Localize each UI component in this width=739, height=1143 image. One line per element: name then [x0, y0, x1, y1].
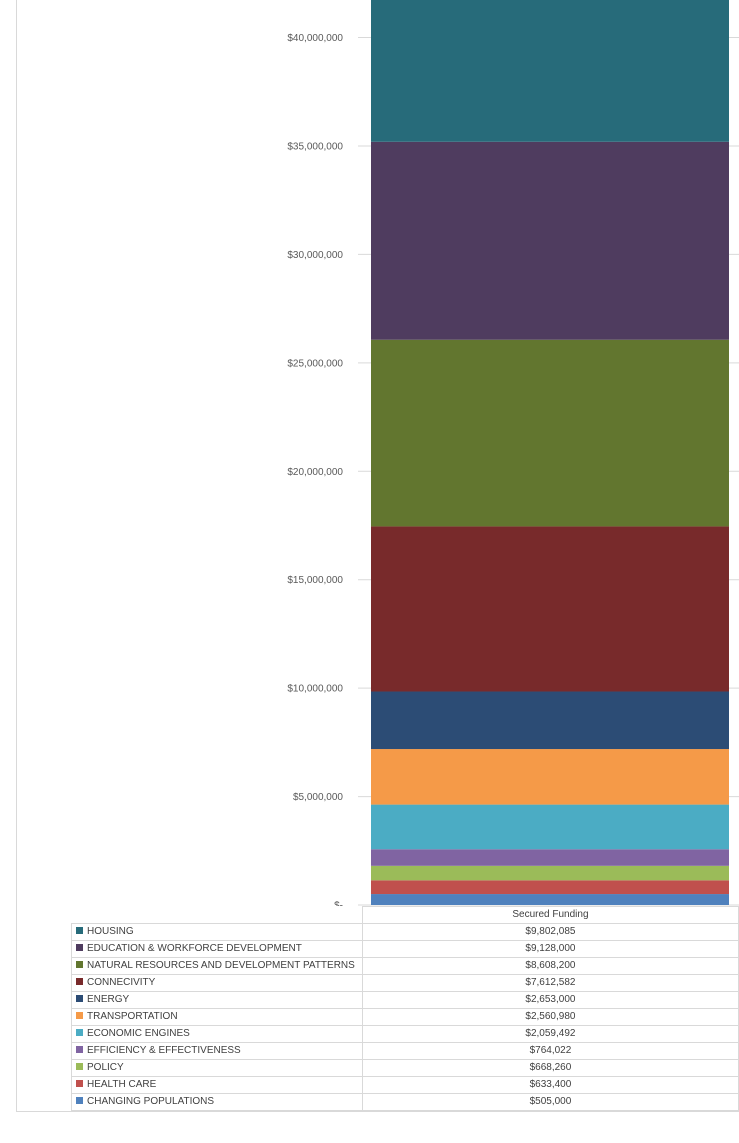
series-value: $764,022: [361, 1042, 739, 1060]
legend-swatch: [76, 1063, 83, 1070]
data-table-row: ENERGY $2,653,000: [71, 991, 739, 1009]
data-table-row: EDUCATION & WORKFORCE DEVELOPMENT $9,128,…: [71, 940, 739, 958]
chart-frame: [16, 0, 739, 1112]
series-name: CONNECIVITY: [71, 974, 363, 992]
series-value: $668,260: [361, 1059, 739, 1077]
legend-swatch: [76, 1080, 83, 1087]
series-label: NATURAL RESOURCES AND DEVELOPMENT PATTER…: [87, 960, 355, 971]
series-name: HOUSING: [71, 923, 363, 941]
series-label: EFFICIENCY & EFFECTIVENESS: [87, 1045, 241, 1056]
series-label: CHANGING POPULATIONS: [87, 1096, 215, 1107]
bar-segment: [371, 894, 729, 905]
series-name: EDUCATION & WORKFORCE DEVELOPMENT: [71, 940, 363, 958]
series-name: ECONOMIC ENGINES: [71, 1025, 363, 1043]
series-value: $7,612,582: [361, 974, 739, 992]
bar-segment: [371, 880, 729, 895]
series-name: CHANGING POPULATIONS: [71, 1093, 363, 1111]
y-axis-tick-labels: $- $5,000,000 $10,000,000 $15,000,000 $20,00…: [287, 33, 343, 906]
series-label: TRANSPORTATION: [87, 1011, 178, 1022]
data-table-row: HOUSING $9,802,085: [71, 923, 739, 941]
bar-segment: [371, 865, 729, 881]
legend-swatch: [76, 1029, 83, 1036]
data-table-row: NATURAL RESOURCES AND DEVELOPMENT PATTER…: [71, 957, 739, 975]
y-tick-label: $5,000,000: [293, 792, 343, 803]
y-tick-label: $25,000,000: [287, 358, 343, 369]
series-label: HEALTH CARE: [87, 1079, 157, 1090]
series-name: NATURAL RESOURCES AND DEVELOPMENT PATTER…: [71, 957, 363, 975]
data-table-row: ECONOMIC ENGINES $2,059,492: [71, 1025, 739, 1043]
series-value: $2,059,492: [361, 1025, 739, 1043]
series-name: TRANSPORTATION: [71, 1008, 363, 1026]
stacked-bar-chart: $- $5,000,000 $10,000,000 $15,000,000 $20,00…: [287, 0, 739, 906]
bar-segments: [371, 0, 729, 905]
legend-swatch: [76, 927, 83, 934]
data-table-row: HEALTH CARE $633,400: [71, 1076, 739, 1094]
bar-segment: [371, 804, 729, 850]
series-name: EFFICIENCY & EFFECTIVENESS: [71, 1042, 363, 1060]
series-value: $633,400: [361, 1076, 739, 1094]
bar-segment: [371, 141, 729, 340]
bar-segment: [371, 526, 729, 692]
bar-segment: [371, 0, 729, 142]
data-table-row: TRANSPORTATION $2,560,980: [71, 1008, 739, 1026]
series-label: EDUCATION & WORKFORCE DEVELOPMENT: [87, 943, 302, 954]
series-value: $2,653,000: [361, 991, 739, 1009]
bar-segment: [371, 849, 729, 866]
y-tick-label: $15,000,000: [287, 575, 343, 586]
series-value: $8,608,200: [361, 957, 739, 975]
legend-swatch: [76, 961, 83, 968]
data-table-header-row: Secured Funding: [72, 906, 739, 924]
data-table-row: CHANGING POPULATIONS $505,000: [71, 1093, 739, 1111]
bar-segment: [371, 339, 729, 527]
data-table-row: EFFICIENCY & EFFECTIVENESS $764,022: [71, 1042, 739, 1060]
data-table-row: CONNECIVITY $7,612,582: [71, 974, 739, 992]
series-name: ENERGY: [71, 991, 363, 1009]
series-name: HEALTH CARE: [71, 1076, 363, 1094]
legend-swatch: [76, 1097, 83, 1104]
data-table-row: POLICY $668,260: [71, 1059, 739, 1077]
series-value: $9,802,085: [361, 923, 739, 941]
series-value: $505,000: [361, 1093, 739, 1111]
series-label: POLICY: [87, 1062, 124, 1073]
legend-swatch: [76, 978, 83, 985]
category-label: Secured Funding: [361, 906, 739, 924]
series-label: ECONOMIC ENGINES: [87, 1028, 190, 1039]
y-tick-label: $20,000,000: [287, 467, 343, 478]
bar-segment: [371, 691, 729, 750]
series-label: CONNECIVITY: [87, 977, 156, 988]
series-label: ENERGY: [87, 994, 130, 1005]
legend-swatch: [76, 1012, 83, 1019]
legend-swatch: [76, 995, 83, 1002]
y-tick-label: $-: [334, 901, 343, 907]
legend-swatch: [76, 944, 83, 951]
legend-swatch: [76, 1046, 83, 1053]
series-name: POLICY: [71, 1059, 363, 1077]
y-tick-label: $30,000,000: [287, 250, 343, 261]
y-tick-label: $35,000,000: [287, 141, 343, 152]
series-value: $2,560,980: [361, 1008, 739, 1026]
series-value: $9,128,000: [361, 940, 739, 958]
bar-segment: [371, 749, 729, 805]
series-label: HOUSING: [87, 926, 134, 937]
chart-data-table: Secured Funding HOUSING $9,802,085 EDUCATI…: [71, 906, 739, 1111]
y-tick-label: $40,000,000: [287, 33, 343, 44]
y-tick-label: $10,000,000: [287, 684, 343, 695]
